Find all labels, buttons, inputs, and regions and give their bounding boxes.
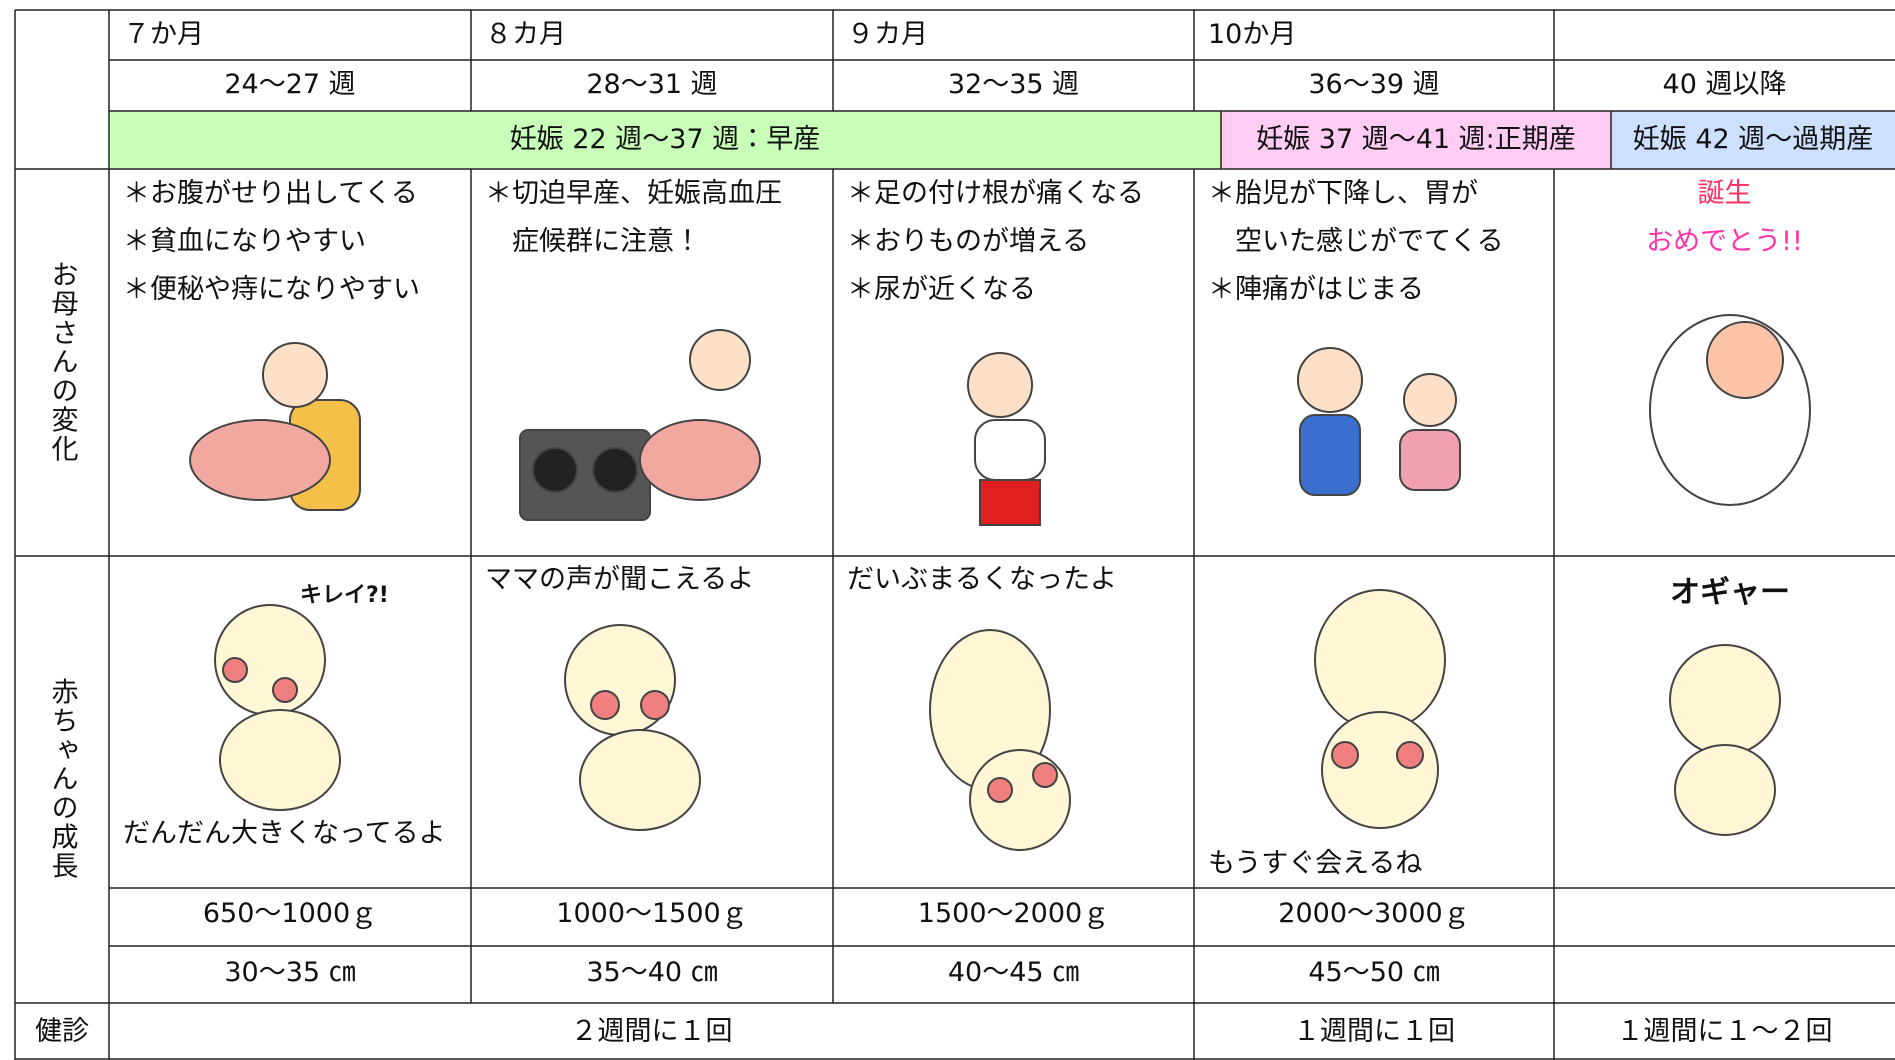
preterm-band [109,111,1221,169]
mother-change: ＊尿が近くなる [847,274,1036,305]
checkup-frequency: ２週間に１回 [570,1016,733,1047]
week-range: 24〜27 週 [224,69,356,100]
mother-illustration [1297,347,1461,496]
month-label: ８カ月 [485,19,566,50]
mother-change: ＊胎児が下降し、胃が [1208,178,1478,209]
row-label: お母さんの変化 [46,260,78,464]
mother-illustration [967,352,1046,526]
period-label: 妊娠 42 週〜過期産 [1632,124,1874,155]
mother-change: ＊便秘や痔になりやすい [123,274,420,305]
exclamation: オギャー [1670,575,1790,610]
baby-illustration [929,629,1071,851]
term-band [1221,111,1611,169]
week-range: 40 週以降 [1662,69,1787,100]
baby-length: 30〜35 ㎝ [224,957,356,988]
birth-text: おめでとう!! [1646,226,1803,257]
baby-weight: 1000〜1500ｇ [556,898,748,929]
baby-illustration [1314,589,1446,829]
baby-length: 45〜50 ㎝ [1308,957,1440,988]
mother-change: ＊おりものが増える [847,226,1090,257]
mother-change: ＊陣痛がはじまる [1208,274,1424,305]
mother-change: 症候群に注意！ [485,226,701,257]
month-label: ７か月 [123,19,204,50]
row-label: 健診 [35,1016,89,1047]
month-label: 10か月 [1208,19,1297,50]
baby-caption: だんだん大きくなってるよ [123,818,446,849]
week-range: 36〜39 週 [1308,69,1440,100]
baby-length: 35〜40 ㎝ [586,957,718,988]
postterm-band [1611,111,1895,169]
mother-illustration [189,342,361,511]
baby-caption: もうすぐ会えるね [1208,848,1423,879]
mother-change: ＊貧血になりやすい [123,226,366,257]
mother-change: ＊お腹がせり出してくる [123,178,418,209]
row-label: 赤ちゃんの成長 [46,677,78,881]
newborn-illustration [1649,314,1811,506]
baby-weight: 1500〜2000ｇ [917,898,1110,929]
mother-change: ＊切迫早産、妊娠高血圧 [485,178,782,209]
mother-illustration [519,329,761,521]
baby-illustration [1669,644,1781,836]
period-label: 妊娠 22 週〜37 週：早産 [509,124,821,155]
month-label: ９カ月 [847,19,928,50]
mother-change: ＊足の付け根が痛くなる [847,178,1144,209]
checkup-frequency: １週間に１〜２回 [1616,1016,1833,1047]
checkup-frequency: １週間に１回 [1293,1016,1455,1047]
illustrations [189,314,1811,851]
baby-weight: 650〜1000ｇ [202,898,378,929]
baby-illustration [564,624,701,831]
week-range: 28〜31 週 [586,69,718,100]
baby-caption: ママの声が聞こえるよ [485,564,755,595]
period-label: 妊娠 37 週〜41 週:正期産 [1256,124,1576,155]
baby-length: 40〜45 ㎝ [947,957,1080,988]
mother-change: 空いた感じがでてくる [1208,226,1504,257]
baby-weight: 2000〜3000ｇ [1278,898,1470,929]
grid-lines [14,9,1895,1060]
birth-text: 誕生 [1697,178,1752,209]
exclamation: キレイ?! [300,583,389,608]
baby-illustration [214,604,341,811]
baby-caption: だいぶまるくなったよ [847,564,1117,595]
week-range: 32〜35 週 [947,69,1080,100]
